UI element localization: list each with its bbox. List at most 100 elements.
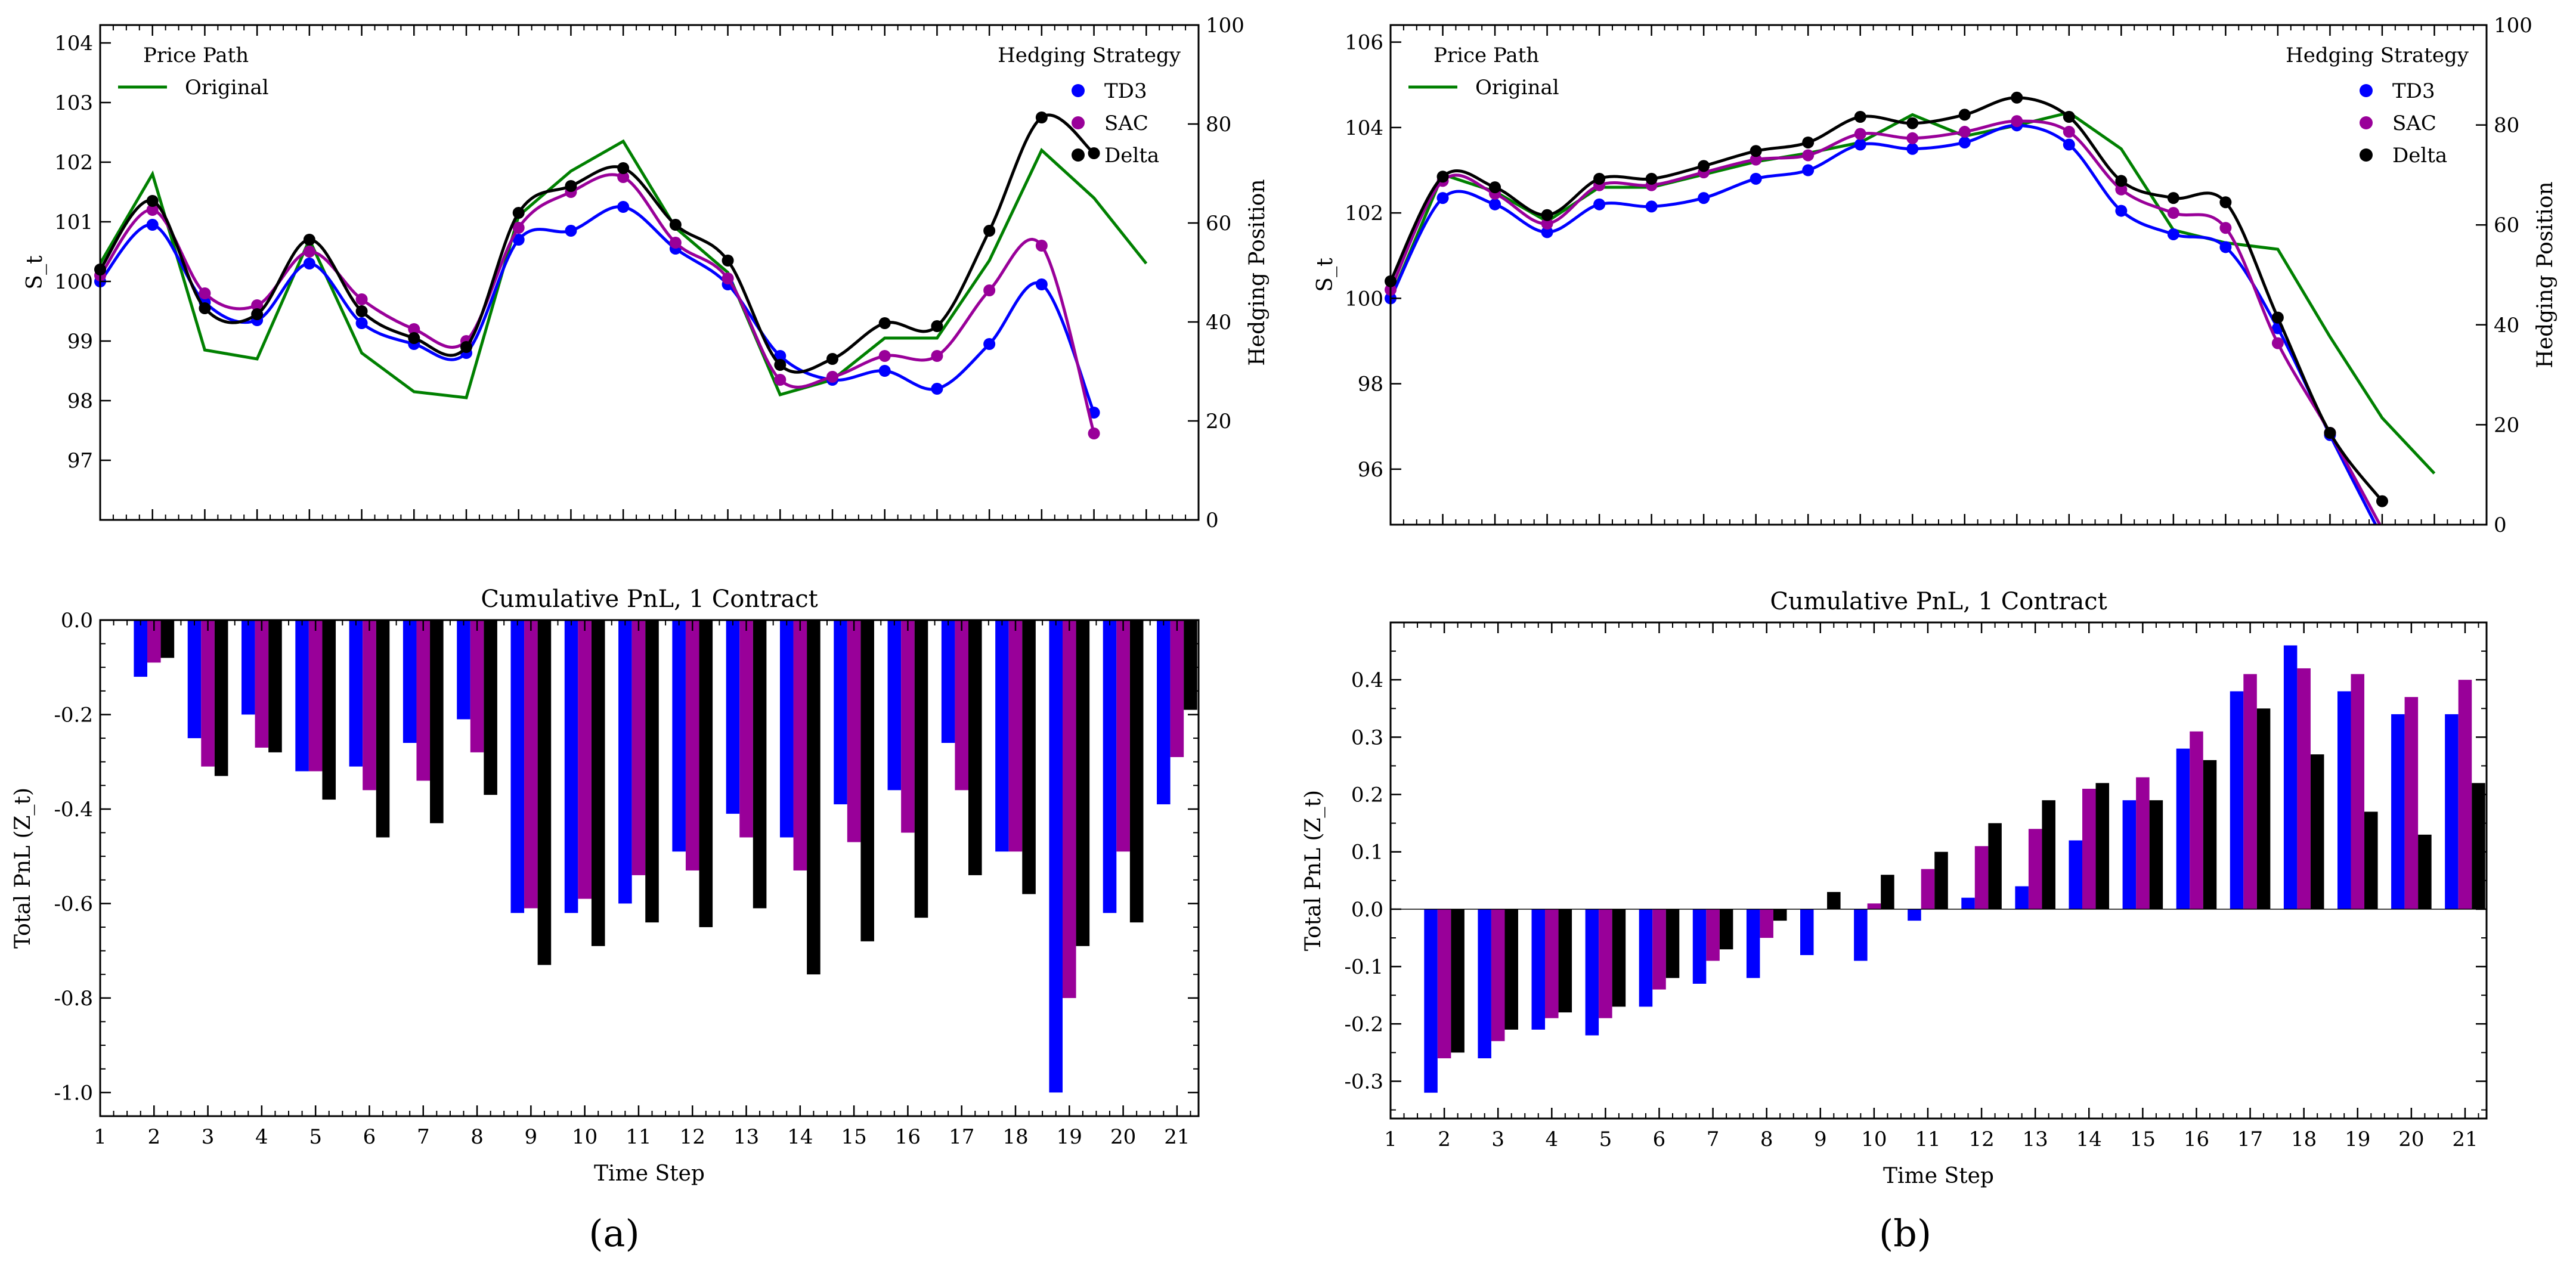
x-tick-label: 11 <box>626 1125 651 1149</box>
bar-td3 <box>2445 714 2459 909</box>
bar-td3 <box>2337 691 2351 909</box>
y-tick-label: 96 <box>1358 458 1383 482</box>
bar-delta <box>1022 620 1036 894</box>
hedge-legend-label-delta: Delta <box>2392 144 2447 168</box>
y-tick-label: 100 <box>54 270 93 294</box>
series-td3-point <box>1645 200 1658 213</box>
bar-delta <box>2149 800 2163 909</box>
series-sac-point <box>2219 222 2232 234</box>
bar-sac <box>2136 777 2150 909</box>
price-path-original-line <box>1391 111 2436 475</box>
series-delta-point <box>1541 209 1553 221</box>
y-tick-label: 103 <box>54 91 93 115</box>
series-sac-point <box>1035 240 1048 252</box>
hedge-legend-marker-sac <box>1072 116 1085 129</box>
series-delta-point <box>460 341 472 353</box>
series-td3-line <box>100 205 1095 413</box>
y2-tick-label: 40 <box>1206 311 1231 334</box>
series-delta-point <box>2376 495 2388 507</box>
series-td3-point <box>1593 198 1606 210</box>
hedge-legend-label-td3: TD3 <box>1104 79 1147 103</box>
y-tick-label: -0.8 <box>54 987 93 1011</box>
series-sac-point <box>2115 183 2128 196</box>
y-axis-label: S_t <box>1313 258 1337 292</box>
bar-sac <box>2458 680 2472 909</box>
bar-td3 <box>672 620 686 852</box>
bar-delta <box>1612 909 1626 1007</box>
y-tick-label: 104 <box>54 32 93 55</box>
bar-delta <box>591 620 605 946</box>
bar-delta <box>968 620 982 875</box>
y-axis-label: Total PnL (Z_t) <box>1301 790 1326 951</box>
hedge-legend-title: Hedging Strategy <box>998 44 1181 67</box>
bar-sac <box>2404 697 2419 909</box>
series-td3-point <box>2115 205 2128 217</box>
x-tick-label: 15 <box>2130 1127 2156 1151</box>
y-tick-label: 0.4 <box>1351 668 1383 692</box>
series-delta-point <box>2115 175 2128 187</box>
bar-td3 <box>2391 714 2405 909</box>
x-tick-label: 6 <box>1653 1127 1666 1151</box>
series-sac-point <box>408 323 420 335</box>
bar-delta <box>268 620 282 752</box>
series-sac-point <box>303 246 315 258</box>
series-delta-point <box>1489 181 1501 194</box>
series-delta-point <box>2063 110 2075 123</box>
x-tick-label: 7 <box>417 1125 430 1149</box>
bar-sac <box>1867 903 1881 909</box>
series-delta-point <box>2167 192 2179 205</box>
bar-sac <box>1437 909 1451 1059</box>
bar-sac <box>470 620 484 752</box>
x-tick-label: 9 <box>1814 1127 1827 1151</box>
x-tick-label: 19 <box>2345 1127 2370 1151</box>
series-td3-point <box>1958 136 1971 148</box>
hedge-legend-label-sac: SAC <box>2392 111 2436 135</box>
bar-td3 <box>457 620 470 720</box>
x-tick-label: 18 <box>2291 1127 2317 1151</box>
x-tick-label: 12 <box>1968 1127 1994 1151</box>
series-sac-point <box>1750 153 1762 166</box>
series-delta-point <box>2271 311 2284 324</box>
bar-sac <box>2082 788 2096 909</box>
x-tick-label: 16 <box>2184 1127 2209 1151</box>
series-sac-point <box>722 272 734 284</box>
series-td3-point <box>1035 278 1048 290</box>
bar-delta <box>2095 783 2110 909</box>
chart-title: Cumulative PnL, 1 Contract <box>1770 588 2107 615</box>
series-delta-point <box>408 332 420 344</box>
y-tick-label: 97 <box>67 449 93 473</box>
bar-sac <box>1491 909 1505 1042</box>
hedge-legend-marker-delta <box>1072 148 1085 162</box>
y-tick-label: -0.4 <box>54 798 93 822</box>
bar-sac <box>2190 731 2203 909</box>
bar-sac <box>1921 869 1935 909</box>
series-sac-point <box>146 204 159 216</box>
x-tick-label: 7 <box>1707 1127 1720 1151</box>
series-td3-point <box>931 383 943 395</box>
bar-sac <box>955 620 968 791</box>
series-sac-point <box>669 237 682 249</box>
bar-sac <box>147 620 161 663</box>
bar-sac <box>1706 909 1720 961</box>
bar-sac <box>578 620 592 899</box>
x-tick-label: 3 <box>202 1125 215 1149</box>
x-axis-label: Time Step <box>1883 1164 1994 1188</box>
bar-td3 <box>834 620 847 805</box>
y-tick-label: 101 <box>54 210 93 234</box>
x-tick-label: 4 <box>255 1125 268 1149</box>
x-tick-label: 13 <box>2023 1127 2048 1151</box>
y2-tick-label: 60 <box>2494 213 2519 237</box>
x-tick-label: 14 <box>787 1125 813 1149</box>
x-tick-label: 2 <box>1438 1127 1451 1151</box>
y-tick-label: -0.1 <box>1344 955 1383 979</box>
y-tick-label: 0.3 <box>1351 726 1383 749</box>
bar-delta <box>537 620 552 965</box>
bar-delta <box>1451 909 1465 1053</box>
series-td3-point <box>774 350 787 362</box>
hedge-legend-marker-sac <box>2360 116 2373 129</box>
hedge-legend-label-sac: SAC <box>1104 111 1148 135</box>
bar-sac <box>1760 909 1773 938</box>
bar-delta <box>860 620 874 941</box>
price-legend-title: Price Path <box>143 44 249 67</box>
series-sac-point <box>2167 207 2179 219</box>
